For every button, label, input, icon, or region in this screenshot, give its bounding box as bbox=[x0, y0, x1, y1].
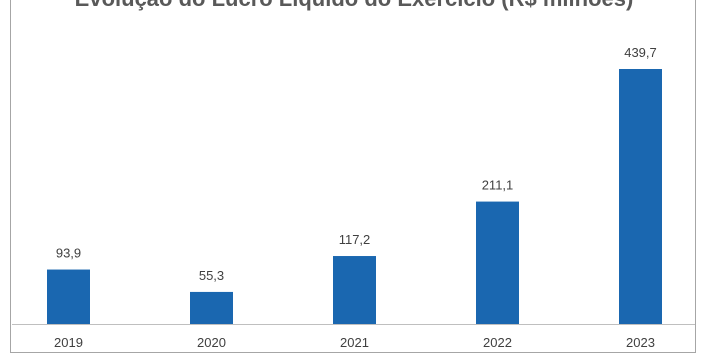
value-label-2021: 117,2 bbox=[339, 232, 371, 247]
bar-2023 bbox=[619, 69, 662, 324]
chart-title: Evolução do Lucro Líquido do Exercício (… bbox=[0, 0, 708, 12]
value-label-2020: 55,3 bbox=[199, 268, 224, 283]
x-tick-label-2019: 2019 bbox=[54, 335, 83, 350]
x-tick-label-2022: 2022 bbox=[483, 335, 512, 350]
bar-2022 bbox=[476, 201, 519, 324]
bar-2021 bbox=[333, 256, 376, 324]
value-label-2022: 211,1 bbox=[482, 178, 514, 193]
value-label-2019: 93,9 bbox=[56, 246, 81, 261]
x-tick-label-2020: 2020 bbox=[197, 335, 226, 350]
bar-2020 bbox=[190, 291, 233, 324]
x-tick-label-2021: 2021 bbox=[340, 335, 369, 350]
value-label-2023: 439,7 bbox=[624, 45, 657, 60]
x-tick-label-2023: 2023 bbox=[626, 335, 655, 350]
bar-2019 bbox=[47, 269, 90, 324]
